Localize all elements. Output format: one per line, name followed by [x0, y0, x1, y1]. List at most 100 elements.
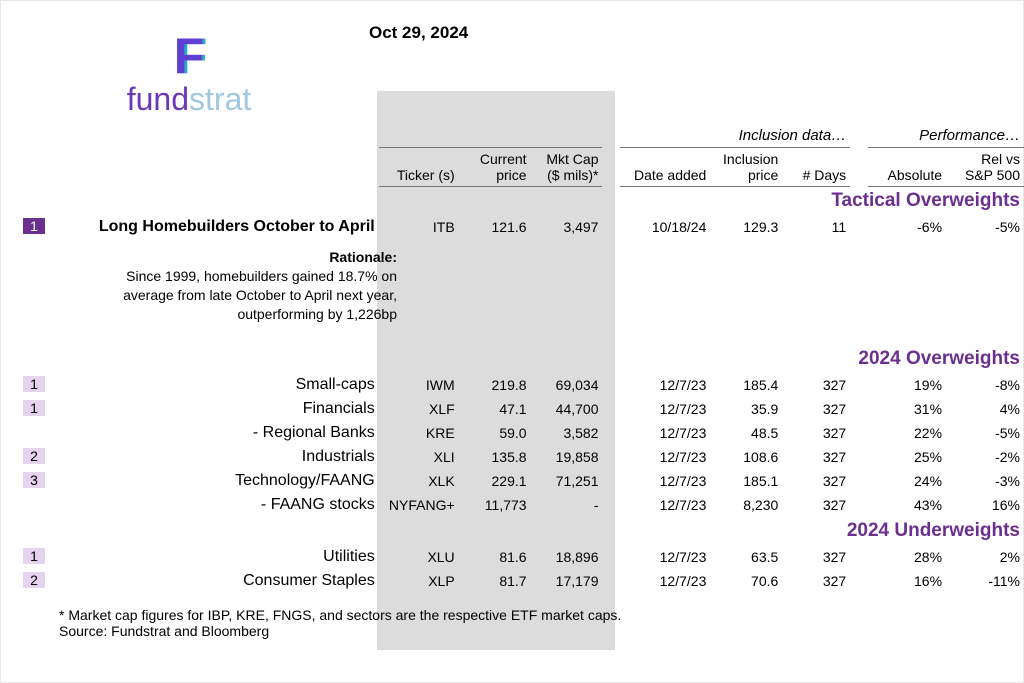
cell-days: 11 — [782, 215, 850, 239]
cell-mc: 3,582 — [531, 421, 603, 445]
cell-mc: 71,251 — [531, 469, 603, 493]
cell-rel: -2% — [946, 445, 1024, 469]
logo-text: fundstrat — [127, 81, 252, 117]
table-row: - FAANG stocksNYFANG+11,773-12/7/238,230… — [19, 493, 1024, 517]
cell-mc: 44,700 — [531, 397, 603, 421]
cell-cp: 81.7 — [459, 569, 531, 593]
cell-ticker: XLU — [379, 545, 459, 569]
cell-ticker: KRE — [379, 421, 459, 445]
cell-ip: 185.1 — [710, 469, 782, 493]
section-title: 2024 Overweights — [19, 345, 1024, 373]
row-name: Industrials — [49, 445, 379, 469]
cell-abs: 28% — [868, 545, 946, 569]
cell-rel: -3% — [946, 469, 1024, 493]
cell-abs: 25% — [868, 445, 946, 469]
row-number-badge: 1 — [23, 218, 45, 234]
cell-mc: 69,034 — [531, 373, 603, 397]
header: F fundstrat Oct 29, 2024 — [19, 13, 1005, 118]
rationale-text: Rationale:Since 1999, homebuilders gaine… — [53, 242, 397, 342]
cell-da: 12/7/23 — [620, 569, 710, 593]
cell-da: 12/7/23 — [620, 545, 710, 569]
table-row: 1UtilitiesXLU81.618,89612/7/2363.532728%… — [19, 545, 1024, 569]
cell-ticker: XLF — [379, 397, 459, 421]
col-group-performance: Performance… — [868, 124, 1024, 148]
cell-cp: 219.8 — [459, 373, 531, 397]
table-row: 2Consumer StaplesXLP81.717,17912/7/2370.… — [19, 569, 1024, 593]
cell-da: 12/7/23 — [620, 397, 710, 421]
cell-days: 327 — [782, 569, 850, 593]
row-number-badge: 1 — [23, 400, 45, 416]
cell-cp: 47.1 — [459, 397, 531, 421]
cell-cp: 229.1 — [459, 469, 531, 493]
cell-ip: 35.9 — [710, 397, 782, 421]
col-mktcap: Mkt Cap($ mils)* — [531, 148, 603, 187]
col-ticker: Ticker (s) — [379, 148, 459, 187]
row-number-badge: 1 — [23, 548, 45, 564]
cell-abs: 22% — [868, 421, 946, 445]
cell-ip: 129.3 — [710, 215, 782, 239]
cell-days: 327 — [782, 545, 850, 569]
cell-abs: 16% — [868, 569, 946, 593]
cell-days: 327 — [782, 493, 850, 517]
cell-days: 327 — [782, 373, 850, 397]
cell-cp: 11,773 — [459, 493, 531, 517]
cell-ip: 108.6 — [710, 445, 782, 469]
cell-mc: 19,858 — [531, 445, 603, 469]
cell-abs: 43% — [868, 493, 946, 517]
cell-cp: 81.6 — [459, 545, 531, 569]
cell-ip: 48.5 — [710, 421, 782, 445]
cell-cp: 121.6 — [459, 215, 531, 239]
table-row: 1FinancialsXLF47.144,700 12/7/2335.9327 31… — [19, 397, 1024, 421]
row-name: Technology/FAANG — [49, 469, 379, 493]
cell-da: 12/7/23 — [620, 469, 710, 493]
cell-mc: 3,497 — [531, 215, 603, 239]
cell-days: 327 — [782, 397, 850, 421]
logo: F fundstrat — [19, 13, 359, 118]
col-date-added: Date added — [620, 148, 710, 187]
cell-abs: 24% — [868, 469, 946, 493]
cell-da: 12/7/23 — [620, 421, 710, 445]
row-name: Long Homebuilders October to April — [49, 215, 379, 239]
footnote: * Market cap figures for IBP, KRE, FNGS,… — [19, 593, 1005, 639]
table-row: 1Small-capsIWM219.869,034 12/7/23185.4327… — [19, 373, 1024, 397]
cell-ticker: XLK — [379, 469, 459, 493]
footnote-source: Source: Fundstrat and Bloomberg — [59, 623, 1005, 639]
cell-da: 10/18/24 — [620, 215, 710, 239]
cell-days: 327 — [782, 421, 850, 445]
cell-cp: 59.0 — [459, 421, 531, 445]
cell-rel: 16% — [946, 493, 1024, 517]
cell-days: 327 — [782, 469, 850, 493]
row-number-badge: 2 — [23, 572, 45, 588]
cell-mc: 17,179 — [531, 569, 603, 593]
cell-days: 327 — [782, 445, 850, 469]
cell-abs: 31% — [868, 397, 946, 421]
cell-ticker: XLP — [379, 569, 459, 593]
cell-ip: 63.5 — [710, 545, 782, 569]
row-name: Consumer Staples — [49, 569, 379, 593]
logo-mark: F — [174, 31, 205, 81]
row-number-badge: 3 — [23, 472, 45, 488]
row-name: Utilities — [49, 545, 379, 569]
cell-abs: 19% — [868, 373, 946, 397]
cell-ip: 185.4 — [710, 373, 782, 397]
col-inclusion-price: Inclusionprice — [710, 148, 782, 187]
col-absolute: Absolute — [868, 148, 946, 187]
cell-ticker: ITB — [379, 215, 459, 239]
cell-rel: -11% — [946, 569, 1024, 593]
row-name: Financials — [49, 397, 379, 421]
col-days: # Days — [782, 148, 850, 187]
cell-ticker: NYFANG+ — [379, 493, 459, 517]
cell-cp: 135.8 — [459, 445, 531, 469]
cell-da: 12/7/23 — [620, 373, 710, 397]
section-title: Tactical Overweights — [19, 187, 1024, 216]
row-number-badge: 2 — [23, 448, 45, 464]
cell-rel: 2% — [946, 545, 1024, 569]
cell-ticker: IWM — [379, 373, 459, 397]
section-title: 2024 Underweights — [19, 517, 1024, 545]
table-header: Inclusion data… Performance… Ticker (s) … — [19, 124, 1024, 187]
row-number-badge: 1 — [23, 376, 45, 392]
cell-rel: -5% — [946, 421, 1024, 445]
cell-mc: - — [531, 493, 603, 517]
row-name: Small-caps — [49, 373, 379, 397]
row-name: - FAANG stocks — [49, 493, 379, 517]
